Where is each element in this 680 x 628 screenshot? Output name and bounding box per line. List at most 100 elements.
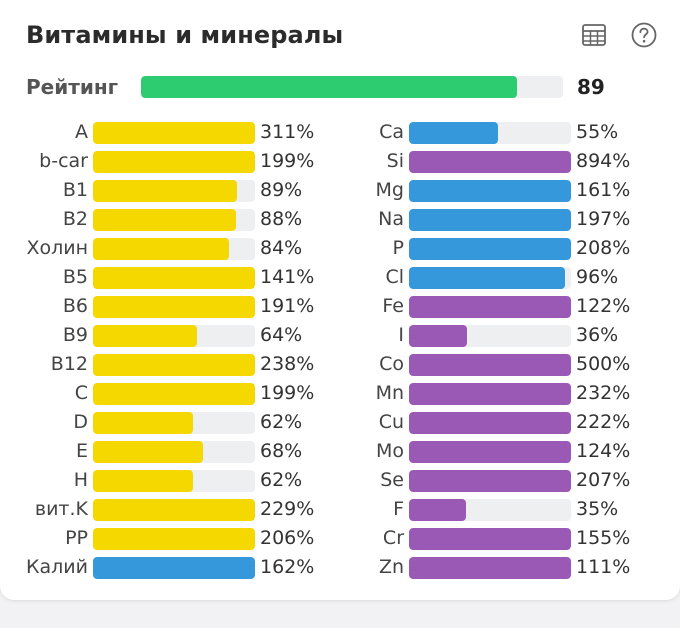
nutrient-name: B6 — [62, 295, 88, 317]
nutrient-row: Mo 124% — [338, 439, 658, 468]
rating-value: 89 — [577, 75, 605, 99]
nutrient-name: B12 — [50, 353, 88, 375]
nutrient-name: E — [75, 440, 88, 462]
rating-bar-fill — [141, 76, 517, 98]
nutrient-percent: 122% — [576, 295, 631, 317]
nutrient-percent: 162% — [260, 556, 315, 578]
nutrient-bar — [409, 122, 571, 144]
nutrient-name: Zn — [378, 556, 404, 578]
nutrient-bar — [409, 325, 571, 347]
nutrient-name: вит.K — [34, 498, 88, 520]
nutrient-bar — [409, 151, 571, 173]
nutrient-name: B2 — [62, 208, 88, 230]
nutrient-name: H — [73, 469, 88, 491]
nutrient-bar-fill — [409, 383, 571, 405]
nutrient-bar-fill — [93, 470, 194, 492]
nutrient-percent: 68% — [260, 440, 303, 462]
nutrient-percent: 141% — [260, 266, 315, 288]
nutrient-name: Mg — [375, 179, 404, 201]
nutrient-row: Si 894% — [338, 149, 658, 178]
nutrient-row: B12 238% — [0, 352, 320, 381]
nutrient-percent: 206% — [260, 527, 315, 549]
nutrient-percent: 238% — [260, 353, 315, 375]
nutrient-row: Ca 55% — [338, 120, 658, 149]
nutrient-percent: 89% — [260, 179, 303, 201]
nutrient-bar — [93, 383, 255, 405]
nutrient-name: PP — [65, 527, 88, 549]
nutrient-percent: 36% — [576, 324, 619, 346]
nutrient-row: Cl 96% — [338, 265, 658, 294]
nutrient-bar-fill — [409, 267, 565, 289]
nutrient-row: D 62% — [0, 410, 320, 439]
nutrient-bar-fill — [409, 296, 571, 318]
vitamins-minerals-card: Витамины и минералы — [0, 0, 680, 600]
nutrient-percent: 894% — [576, 150, 631, 172]
nutrient-bar — [409, 180, 571, 202]
table-icon[interactable] — [580, 21, 608, 49]
nutrient-percent: 197% — [576, 208, 631, 230]
help-circle-icon[interactable] — [630, 21, 658, 49]
nutrient-name: Холин — [26, 237, 88, 259]
card-header: Витамины и минералы — [26, 18, 658, 52]
header-actions — [580, 21, 658, 49]
nutrient-row: Zn 111% — [338, 555, 658, 584]
nutrient-row: Fe 122% — [338, 294, 658, 323]
nutrient-bar-fill — [409, 325, 468, 347]
nutrient-name: Калий — [26, 556, 88, 578]
nutrient-bar-fill — [93, 209, 236, 231]
nutrient-bar — [93, 557, 255, 579]
nutrient-bar-fill — [93, 296, 255, 318]
nutrient-percent: 207% — [576, 469, 631, 491]
nutrient-percent: 84% — [260, 237, 303, 259]
nutrient-bar — [409, 209, 571, 231]
nutrient-row: Mn 232% — [338, 381, 658, 410]
nutrient-bar-fill — [409, 557, 571, 579]
nutrient-name: B5 — [62, 266, 88, 288]
nutrient-bar — [93, 441, 255, 463]
nutrient-row: B6 191% — [0, 294, 320, 323]
nutrient-bar — [409, 499, 571, 521]
nutrient-row: Cr 155% — [338, 526, 658, 555]
nutrient-bar-fill — [409, 354, 571, 376]
nutrient-name: Cu — [378, 411, 404, 433]
nutrient-bar — [93, 122, 255, 144]
nutrient-row: Na 197% — [338, 207, 658, 236]
nutrient-row: B1 89% — [0, 178, 320, 207]
nutrient-row: F 35% — [338, 497, 658, 526]
nutrient-bar-fill — [409, 209, 571, 231]
nutrient-bar-fill — [93, 383, 255, 405]
nutrient-percent: 62% — [260, 411, 303, 433]
nutrient-bar-fill — [93, 557, 255, 579]
nutrient-name: b-car — [39, 150, 88, 172]
nutrient-percent: 55% — [576, 121, 619, 143]
nutrient-bar-fill — [93, 325, 197, 347]
nutrient-bar — [93, 412, 255, 434]
nutrient-bar-fill — [409, 238, 571, 260]
nutrient-percent: 88% — [260, 208, 303, 230]
nutrient-row: вит.K 229% — [0, 497, 320, 526]
nutrient-name: A — [75, 121, 88, 143]
nutrient-row: Холин 84% — [0, 236, 320, 265]
nutrient-row: Mg 161% — [338, 178, 658, 207]
nutrient-bar — [93, 267, 255, 289]
card-title: Витамины и минералы — [26, 21, 344, 49]
nutrient-percent: 199% — [260, 150, 315, 172]
nutrient-bar-fill — [93, 180, 238, 202]
nutrient-row: B9 64% — [0, 323, 320, 352]
nutrient-bar — [409, 528, 571, 550]
nutrient-name: Cl — [385, 266, 404, 288]
nutrient-bar-fill — [409, 441, 571, 463]
nutrient-name: Cr — [382, 527, 404, 549]
nutrient-bar-fill — [409, 470, 571, 492]
nutrient-bar-fill — [93, 412, 194, 434]
nutrient-percent: 500% — [576, 353, 631, 375]
nutrient-bar-fill — [409, 122, 499, 144]
nutrient-name: B9 — [62, 324, 88, 346]
nutrient-percent: 311% — [260, 121, 315, 143]
nutrient-name: Na — [378, 208, 404, 230]
nutrient-bar — [93, 209, 255, 231]
nutrient-percent: 96% — [576, 266, 619, 288]
nutrient-bar — [93, 180, 255, 202]
nutrient-bar — [93, 354, 255, 376]
nutrient-bar-fill — [93, 151, 255, 173]
